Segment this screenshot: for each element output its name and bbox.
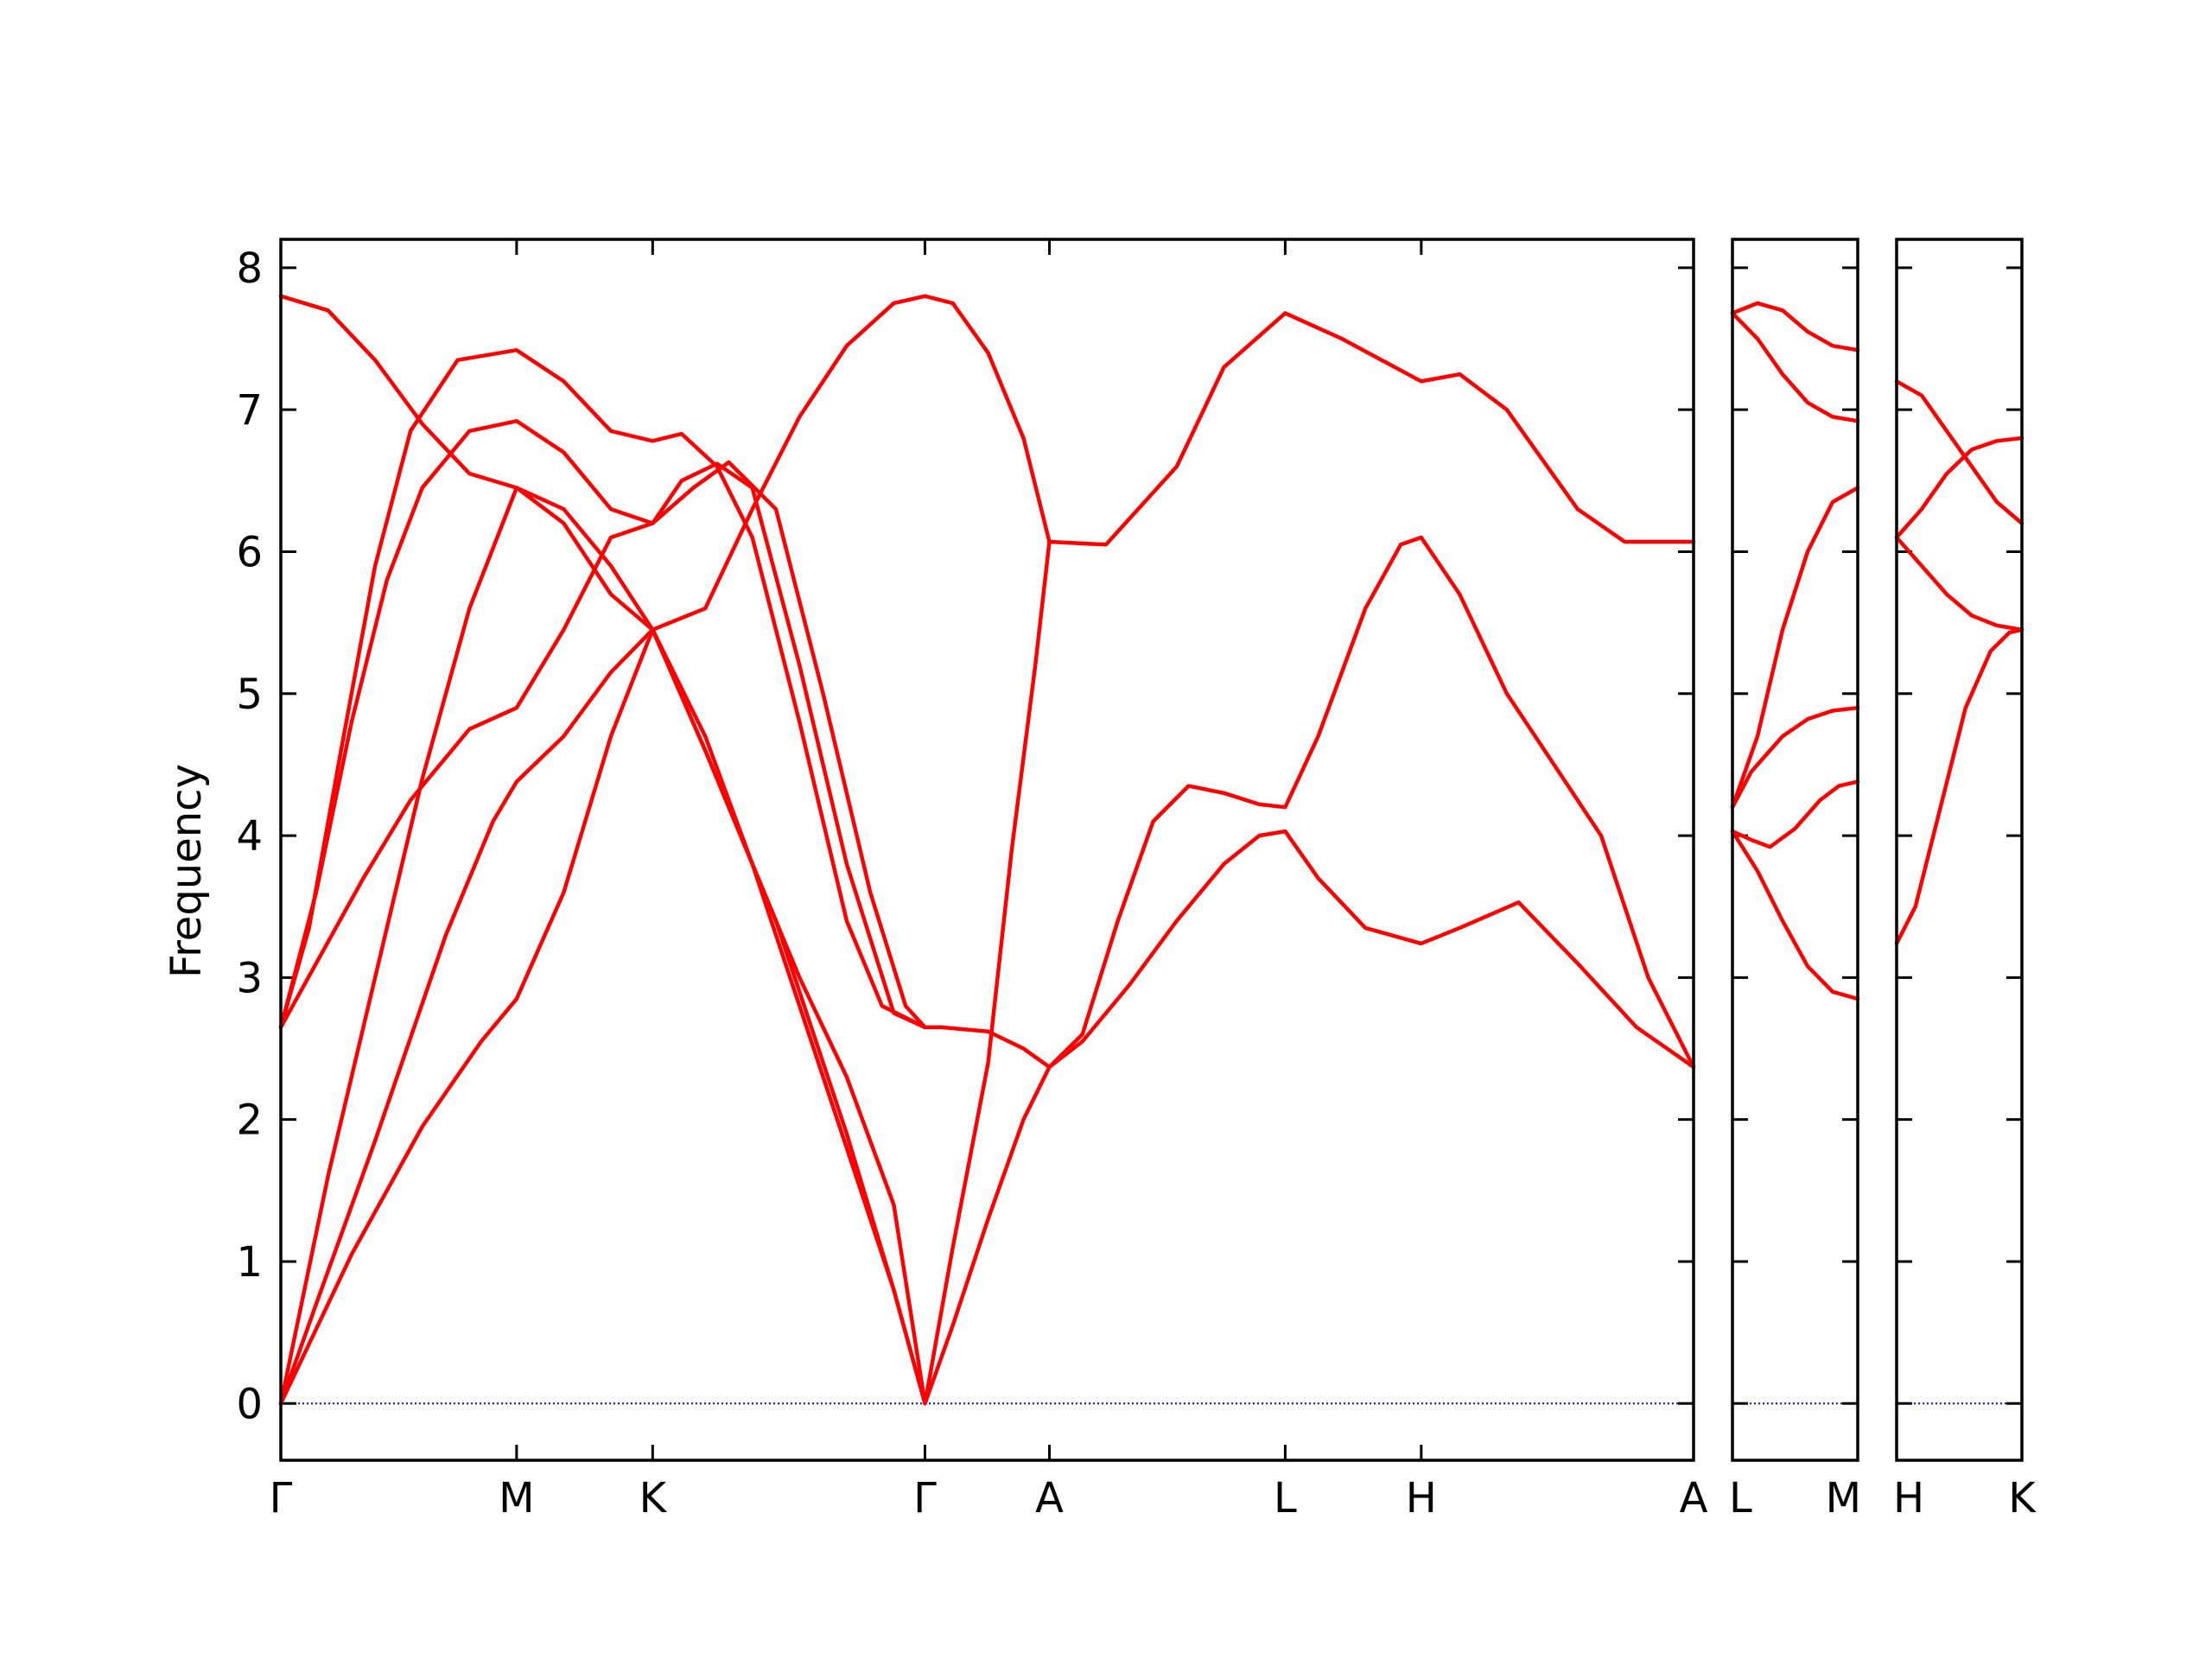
x-tick-label: H — [1406, 1474, 1437, 1522]
phonon-band-line — [1894, 627, 2024, 946]
x-tick-label: H — [1893, 1474, 1924, 1522]
y-tick-label: 0 — [236, 1380, 263, 1428]
phonon-band-line — [278, 294, 1052, 632]
y-tick-label: 6 — [236, 528, 263, 576]
y-tick-label: 5 — [236, 671, 263, 719]
y-tick-label: 3 — [236, 954, 263, 1002]
y-tick-label: 2 — [236, 1096, 263, 1145]
x-tick-label: Γ — [913, 1474, 937, 1522]
phonon-band-line — [1730, 779, 1860, 849]
phonon-band-line — [278, 627, 1696, 1406]
phonon-band-line — [1730, 301, 1860, 353]
phonon-band-line — [278, 419, 927, 1030]
phonon-band-line — [1730, 705, 1860, 810]
plot-frame — [1731, 238, 1859, 1462]
y-tick-label: 8 — [236, 245, 263, 293]
phonon-band-line — [1730, 311, 1860, 423]
plot-frame — [1895, 238, 2024, 1462]
phonon-band-line — [278, 347, 927, 1030]
x-tick-label: K — [2008, 1474, 2037, 1522]
y-tick-label: 4 — [236, 812, 263, 861]
x-tick-label: M — [499, 1474, 534, 1522]
x-tick-label: L — [1729, 1474, 1752, 1522]
phonon-band-line — [1894, 535, 2024, 632]
x-tick-label: L — [1274, 1474, 1297, 1522]
y-tick-label: 7 — [236, 386, 263, 435]
phonon-band-line — [1894, 379, 2024, 525]
x-tick-label: A — [1680, 1474, 1708, 1522]
phonon-band-line — [278, 460, 1696, 1070]
phonon-band-line — [278, 486, 927, 1406]
y-axis-label: Frequency — [162, 764, 211, 978]
phonon-band-line — [1730, 829, 1860, 1001]
x-tick-label: M — [1826, 1474, 1861, 1522]
x-tick-label: A — [1035, 1474, 1064, 1522]
phonon-band-line — [278, 311, 1696, 1406]
phonon-band-line — [1730, 486, 1860, 810]
plot-frame — [279, 238, 1695, 1462]
y-tick-label: 1 — [236, 1238, 263, 1287]
x-tick-label: K — [639, 1474, 668, 1522]
x-tick-label: Γ — [270, 1474, 293, 1522]
phonon-band-line — [1894, 435, 2024, 540]
